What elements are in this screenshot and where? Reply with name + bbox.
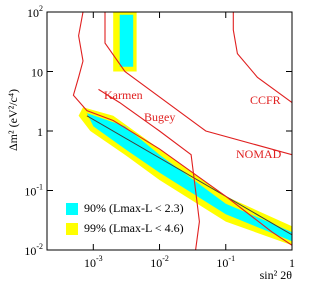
tick-base: 10: [24, 184, 36, 198]
legend-label: 99% (Lmax-L < 4.6): [84, 221, 184, 235]
allowed-region: [78, 12, 292, 246]
x-axis-label: sin² 2θ: [260, 268, 293, 282]
legend-swatch: [66, 203, 78, 215]
tick-base: 10: [216, 256, 228, 270]
tick-label: 10-2: [24, 242, 43, 258]
tick-base: 10: [84, 256, 96, 270]
tick-exponent: -2: [36, 242, 43, 251]
best-fit-line: [86, 115, 292, 236]
legend-label: 90% (Lmax-L < 2.3): [84, 201, 184, 215]
tick-base: 10: [24, 244, 36, 258]
exclusion-curve: [72, 12, 292, 246]
tick-label: 10-1: [216, 254, 235, 270]
tick-label: 1: [37, 125, 43, 139]
y-axis-label: Δm² (eV²/c⁴): [6, 89, 20, 151]
exclusion-curve: [104, 12, 292, 156]
plot: [72, 12, 292, 250]
tick-exponent: -2: [162, 254, 169, 263]
legend-swatch: [66, 223, 78, 235]
tick-exponent: -1: [36, 182, 43, 191]
curve-label: NOMAD: [236, 147, 282, 161]
curve-label: CCFR: [250, 93, 281, 107]
curve-label: Karmen: [104, 88, 143, 102]
tick-exponent: -3: [96, 254, 103, 263]
tick-label: 10-2: [150, 254, 169, 270]
tick-base: 10: [27, 6, 39, 20]
tick-label: 102: [27, 4, 43, 20]
curve-label: Bugey: [144, 110, 175, 124]
tick-label: 1: [289, 256, 295, 270]
tick-label: 10-1: [24, 182, 43, 198]
tick-base: 10: [150, 256, 162, 270]
tick-exponent: 2: [39, 4, 43, 13]
tick-label: 10: [31, 65, 43, 79]
tick-label: 10-3: [84, 254, 103, 270]
exclusion-curve: [232, 12, 292, 104]
tick-exponent: -1: [228, 254, 235, 263]
exclusion-curve: [98, 88, 200, 250]
